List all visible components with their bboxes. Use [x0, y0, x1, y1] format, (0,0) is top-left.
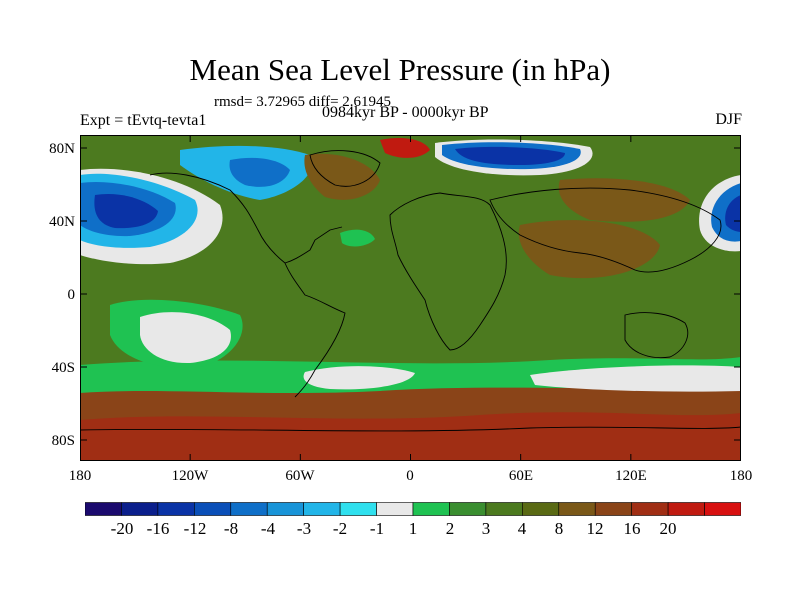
lon-label-60e: 60E [508, 468, 534, 484]
period-label: 0984kyr BP - 0000kyr BP [322, 104, 489, 121]
colorbar-label: -1 [369, 519, 385, 538]
lat-label-80s: 80S [51, 433, 75, 449]
colorbar-swatch [412, 502, 450, 516]
season-label: DJF [715, 111, 742, 128]
colorbar-swatch [594, 502, 632, 516]
australia-coast [624, 312, 689, 359]
antarctic-high [80, 412, 741, 461]
colorbar-label: 4 [517, 519, 527, 538]
colorbar-swatch [303, 502, 341, 516]
colorbar-label: -12 [183, 519, 207, 538]
experiment-label: Expt = tEvtq-tevta1 [80, 112, 207, 129]
colorbar-label: -3 [296, 519, 312, 538]
colorbar-label: 16 [623, 519, 641, 538]
atlantic-green-blob [340, 229, 375, 247]
colorbar-swatch [485, 502, 523, 516]
colorbar-label: 1 [408, 519, 418, 538]
colorbar-swatch [704, 502, 741, 516]
greenland-coast [309, 150, 381, 187]
lon-label-0: 0 [406, 468, 414, 484]
colorbar-label: -2 [332, 519, 348, 538]
colorbar-label: 8 [554, 519, 564, 538]
colorbar-swatch [558, 502, 596, 516]
east-asia-brown-high [558, 178, 690, 222]
colorbar-label: 12 [586, 519, 604, 538]
colorbar [85, 502, 741, 516]
lon-label-60w: 60W [285, 468, 315, 484]
colorbar-swatch [667, 502, 705, 516]
axis-ticks [80, 135, 741, 461]
lon-label-120w: 120W [171, 468, 209, 484]
colorbar-swatch [449, 502, 487, 516]
colorbar-swatch [339, 502, 377, 516]
arctic-canada-blue [229, 157, 290, 187]
arctic-red-high [380, 138, 430, 158]
greenland-high [304, 153, 380, 200]
colorbar-label: -4 [260, 519, 276, 538]
africa-europe-coast [389, 192, 507, 351]
lat-label-equator: 0 [67, 287, 76, 303]
colorbar-swatch [631, 502, 669, 516]
lon-label-120e: 120E [615, 468, 647, 484]
asia-brown-high [518, 220, 660, 279]
colorbar-label: -20 [110, 519, 134, 538]
north-pacific-deep-blue [94, 193, 158, 229]
colorbar-swatch [266, 502, 304, 516]
indian-ocean-pale [530, 365, 741, 392]
lat-label-80n: 80N [49, 141, 75, 157]
rmsd-diff-stats: rmsd= 3.72965 diff= 2.61945 [214, 94, 392, 110]
coastlines [80, 150, 741, 432]
colorbar-swatch [85, 502, 122, 516]
asia-coast [489, 187, 722, 273]
colorbar-label: 3 [481, 519, 491, 538]
colorbar-swatch [194, 502, 232, 516]
colorbar-swatch [230, 502, 268, 516]
map-title: Mean Sea Level Pressure (in hPa) [189, 52, 611, 87]
colorbar-label: -8 [223, 519, 239, 538]
west-pacific-deep-blue [725, 195, 741, 232]
colorbar-swatch [157, 502, 195, 516]
colorbar-swatch [376, 502, 414, 516]
lon-label-180w: 180 [68, 468, 92, 484]
south-pacific-pale [140, 312, 231, 364]
lon-label-180e: 180 [729, 468, 753, 484]
pressure-difference-map [80, 135, 741, 461]
antarctica-coast [80, 426, 741, 432]
north-america-coast [149, 172, 343, 264]
colorbar-swatch [522, 502, 560, 516]
siberia-deep-blue [455, 146, 565, 165]
colorbar-label: 20 [659, 519, 677, 538]
south-america-coast [284, 262, 346, 398]
lat-label-40n: 40N [49, 214, 75, 230]
colorbar-label: 2 [445, 519, 455, 538]
colorbar-swatch [121, 502, 159, 516]
colorbar-label: -16 [146, 519, 170, 538]
south-atlantic-pale [303, 366, 415, 390]
lat-label-40s: 40S [51, 360, 75, 376]
